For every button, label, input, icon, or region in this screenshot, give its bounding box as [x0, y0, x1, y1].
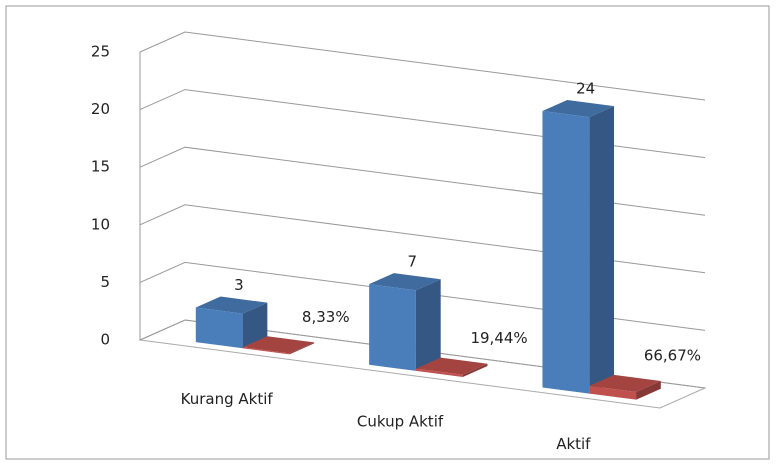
data-label: 19,44% [470, 329, 527, 347]
grid-line [139, 204, 706, 274]
bar-top [369, 273, 441, 291]
bar-side [636, 381, 661, 400]
bar-side [415, 279, 441, 371]
bar-side [242, 302, 268, 349]
x-tick-label: Aktif [556, 435, 591, 453]
data-label: 8,33% [302, 308, 350, 326]
bar-front [415, 368, 463, 378]
grid-line [139, 146, 706, 216]
y-tick-label: 25 [91, 43, 110, 61]
y-tick-label: 20 [91, 100, 110, 118]
bar-front [369, 284, 416, 371]
grid-line [139, 319, 706, 389]
bar-top [415, 357, 488, 375]
bar [589, 374, 661, 400]
grid-line [139, 31, 706, 101]
bar-front [242, 347, 290, 355]
bar-side [462, 363, 488, 378]
bar [415, 357, 488, 378]
bar [195, 296, 268, 349]
bar-top [542, 99, 615, 118]
data-label: 3 [234, 276, 244, 294]
bar-side [289, 342, 315, 355]
y-tick-label: 10 [91, 215, 110, 233]
y-tick-label: 15 [91, 158, 110, 176]
bar-front [589, 385, 637, 400]
y-tick-label: 5 [100, 273, 110, 291]
x-tick-label: Cukup Aktif [357, 413, 444, 431]
grid-line [139, 89, 706, 159]
bar-side [589, 106, 615, 394]
data-label: 7 [408, 253, 418, 271]
bar-front [542, 110, 590, 394]
data-label: 24 [576, 80, 595, 98]
grid-line [139, 261, 706, 331]
bar [369, 273, 441, 371]
bar [542, 99, 615, 394]
y-tick-label: 0 [100, 331, 110, 349]
bar-top [589, 374, 661, 393]
bar-front [195, 307, 243, 349]
x-tick-label: Kurang Aktif [181, 390, 274, 408]
data-label: 66,67% [644, 346, 701, 364]
bar [242, 336, 315, 355]
bar-top [242, 336, 315, 354]
bar-top [195, 296, 268, 314]
